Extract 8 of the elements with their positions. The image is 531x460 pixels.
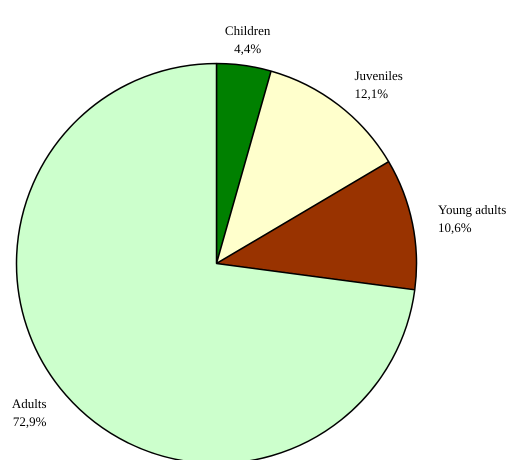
slice-label: Adults <box>12 396 47 411</box>
data-label: 10,6% <box>438 220 472 235</box>
data-label: 72,9% <box>12 414 47 429</box>
data-label: 4,4% <box>234 41 262 56</box>
slice-label: Young adults <box>438 202 506 217</box>
slice-label: Juveniles <box>354 68 403 83</box>
data-label: 12,1% <box>354 86 388 101</box>
slice-label: Children <box>224 23 271 38</box>
